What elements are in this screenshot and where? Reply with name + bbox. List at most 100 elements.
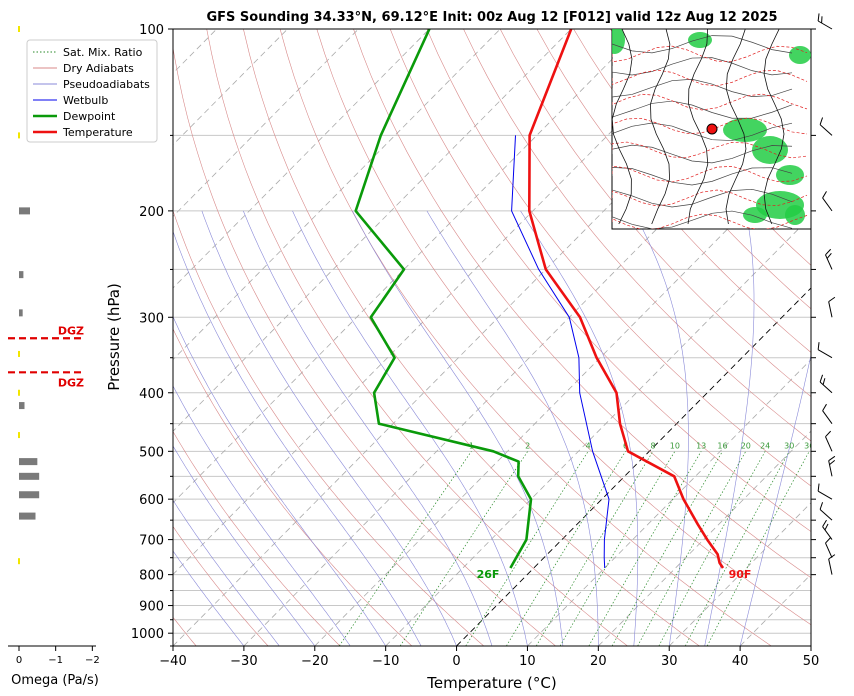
dry-adiabat-line — [426, 29, 811, 487]
y-tick-label: 500 — [139, 445, 164, 460]
thickness-contour — [612, 93, 808, 111]
pseudoadiabat-line — [173, 445, 316, 646]
omega-tick-label: 0 — [16, 655, 22, 666]
omega-bar — [19, 271, 24, 279]
precip-area — [612, 29, 625, 54]
omega-marker — [18, 350, 20, 357]
mixing-ratio-label: 4 — [586, 441, 591, 450]
y-axis-label: Pressure (hPa) — [105, 283, 123, 391]
border-line — [650, 29, 671, 225]
wind-barb — [822, 519, 833, 540]
precip-area — [688, 32, 712, 48]
thickness-contour — [612, 189, 808, 207]
legend-label: Dewpoint — [63, 110, 116, 123]
wind-barb-flag — [817, 342, 820, 350]
wind-barb — [817, 342, 833, 359]
y-tick-label: 1000 — [131, 627, 164, 642]
y-tick-label: 300 — [139, 311, 164, 326]
wind-barb-shaft — [819, 124, 833, 136]
isotherm-line — [173, 29, 288, 146]
isotherm-line — [668, 502, 811, 646]
dry-adiabat-line — [389, 29, 811, 532]
mixing-ratio-line — [535, 451, 654, 646]
wind-barb-flag — [825, 537, 832, 544]
omega-tick-label: −2 — [85, 655, 100, 666]
thickness-contour — [612, 213, 808, 229]
wind-barb-shaft — [819, 381, 833, 394]
y-tick-label: 800 — [139, 569, 164, 584]
dry-adiabat-line — [173, 328, 413, 646]
wind-barb-flag — [822, 403, 827, 411]
dry-adiabat-line — [573, 29, 811, 310]
wind-barb-flag — [819, 374, 824, 383]
wind-barb-flag — [828, 554, 836, 560]
surface-dewpoint-label: 26F — [477, 568, 500, 581]
wind-barb-shaft — [817, 349, 833, 359]
wind-barb — [828, 455, 836, 477]
dgz-label: DGZ — [58, 376, 84, 389]
mixing-ratio-line — [706, 451, 810, 646]
dry-adiabat-line — [831, 29, 854, 646]
mixing-ratio-line — [588, 451, 702, 646]
pseudoadiabat-line — [201, 210, 457, 646]
isobar-contour — [612, 144, 793, 164]
wind-barb — [817, 483, 833, 500]
wind-barb-flag — [825, 248, 832, 256]
x-tick-label: −10 — [372, 654, 399, 669]
pseudoadiabat-line — [173, 550, 245, 646]
border-line — [725, 29, 747, 225]
mixing-ratio-label: 2 — [525, 441, 530, 450]
wind-barb-flag — [825, 430, 832, 438]
wind-barb-shaft — [822, 410, 833, 424]
sounding-series — [354, 29, 725, 569]
wetbulb-line — [511, 135, 610, 569]
pseudoadiabat-line — [704, 210, 755, 646]
legend-label: Temperature — [62, 126, 133, 139]
isobar-contour — [612, 100, 793, 119]
x-tick-label: 50 — [803, 654, 820, 669]
omega-bar — [19, 491, 40, 499]
isotherm-line — [173, 29, 643, 504]
wind-barb-shaft — [817, 490, 833, 500]
pseudoadiabat-line — [173, 230, 422, 646]
wind-barb — [825, 430, 833, 452]
omega-marker — [18, 132, 20, 139]
mixing-ratio-label: 8 — [650, 441, 655, 450]
wind-barb-shaft — [819, 509, 833, 521]
wind-barb — [825, 248, 833, 270]
wind-barb-flag — [819, 502, 824, 510]
mixing-ratio-label: 30 — [784, 441, 794, 450]
precip-area — [743, 207, 767, 223]
precip-area — [789, 46, 811, 64]
omega-bar — [19, 472, 40, 480]
isotherm-line — [173, 29, 430, 289]
isotherm-line — [173, 29, 359, 217]
y-tick-label: 400 — [139, 387, 164, 402]
thickness-contour — [612, 165, 808, 183]
x-tick-label: 0 — [452, 654, 460, 669]
omega-axis-label: Omega (Pa/s) — [11, 673, 99, 688]
y-tick-label: 900 — [139, 600, 164, 615]
legend-label: Sat. Mix. Ratio — [63, 46, 143, 59]
thickness-contour — [612, 69, 808, 87]
mixing-ratio-label: 10 — [670, 441, 680, 450]
precip-area — [752, 136, 788, 164]
omega-bar — [19, 309, 23, 317]
wind-barb-flag — [821, 16, 823, 24]
mixing-ratio-line — [684, 451, 790, 646]
wind-barb-shaft — [817, 20, 833, 30]
dry-adiabat-line — [243, 29, 700, 646]
pseudoadiabat-line — [632, 210, 689, 646]
wind-barb-shaft — [828, 301, 833, 318]
isotherm-line — [810, 645, 811, 646]
wind-barb-shaft — [825, 254, 833, 270]
inset-map-content — [612, 29, 811, 229]
wind-barb — [822, 191, 833, 212]
thickness-contour — [612, 141, 808, 159]
pseudoadiabat-line — [292, 210, 528, 646]
wind-barb-flag — [826, 252, 832, 259]
dry-adiabat-line — [206, 29, 628, 646]
wind-barb-flag — [819, 117, 824, 125]
